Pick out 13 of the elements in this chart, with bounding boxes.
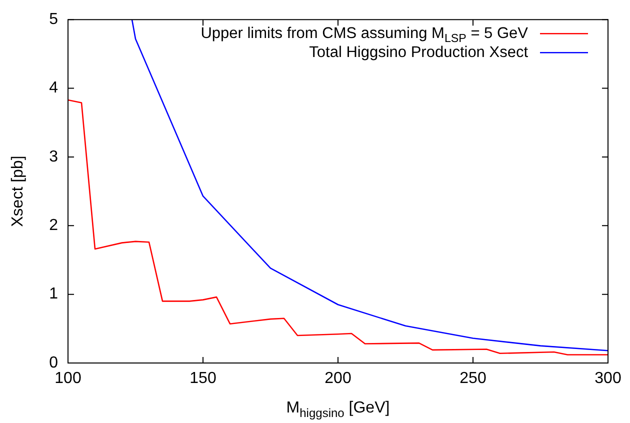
x-tick-label: 100: [54, 370, 82, 388]
y-tick-label: 2: [49, 217, 58, 234]
y-tick-label: 1: [49, 286, 58, 303]
x-tick-label: 250: [460, 370, 486, 388]
legend-label: Total Higgsino Production Xsect: [309, 44, 529, 61]
y-tick-label: 4: [49, 80, 58, 97]
x-tick-label: 200: [324, 370, 352, 388]
y-axis-title: Xsect [pb]: [9, 156, 26, 227]
y-tick-label: 3: [49, 148, 58, 166]
x-tick-label: 150: [190, 370, 216, 388]
y-tick-label: 0: [49, 354, 58, 372]
y-tick-label: 5: [49, 11, 58, 28]
x-tick-label: 300: [594, 370, 622, 388]
